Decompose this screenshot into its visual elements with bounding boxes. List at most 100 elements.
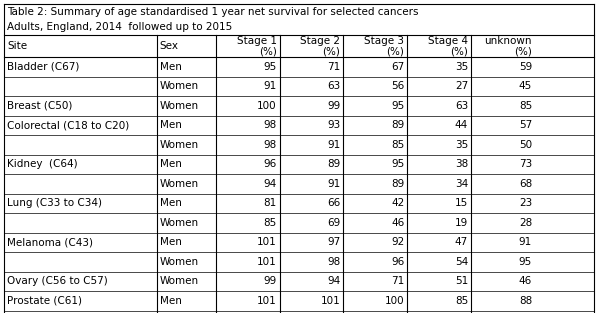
Text: Stage 1: Stage 1 bbox=[237, 36, 277, 46]
Text: Women: Women bbox=[160, 101, 199, 111]
Text: Women: Women bbox=[160, 257, 199, 267]
Text: 59: 59 bbox=[518, 62, 532, 72]
Text: 68: 68 bbox=[518, 179, 532, 189]
Text: 57: 57 bbox=[518, 120, 532, 130]
Text: 23: 23 bbox=[518, 198, 532, 208]
Text: 42: 42 bbox=[391, 198, 404, 208]
Text: 19: 19 bbox=[455, 218, 468, 228]
Text: 46: 46 bbox=[391, 218, 404, 228]
Text: 101: 101 bbox=[257, 296, 277, 306]
Text: Women: Women bbox=[160, 140, 199, 150]
Text: Breast (C50): Breast (C50) bbox=[7, 101, 72, 111]
Text: 51: 51 bbox=[455, 276, 468, 286]
Text: 50: 50 bbox=[519, 140, 532, 150]
Text: 101: 101 bbox=[321, 296, 340, 306]
Text: 44: 44 bbox=[455, 120, 468, 130]
Text: 89: 89 bbox=[327, 159, 340, 169]
Text: 89: 89 bbox=[391, 179, 404, 189]
Text: 73: 73 bbox=[518, 159, 532, 169]
Text: 91: 91 bbox=[327, 140, 340, 150]
Text: Melanoma (C43): Melanoma (C43) bbox=[7, 237, 93, 247]
Text: 96: 96 bbox=[263, 159, 277, 169]
Text: Adults, England, 2014  followed up to 2015: Adults, England, 2014 followed up to 201… bbox=[7, 22, 232, 32]
Text: 101: 101 bbox=[257, 237, 277, 247]
Text: 95: 95 bbox=[391, 159, 404, 169]
Text: 35: 35 bbox=[455, 62, 468, 72]
Text: 27: 27 bbox=[455, 81, 468, 91]
Text: Women: Women bbox=[160, 179, 199, 189]
Text: 63: 63 bbox=[327, 81, 340, 91]
Text: Table 2: Summary of age standardised 1 year net survival for selected cancers: Table 2: Summary of age standardised 1 y… bbox=[7, 7, 419, 17]
Text: Women: Women bbox=[160, 218, 199, 228]
Text: 97: 97 bbox=[327, 237, 340, 247]
Text: Site: Site bbox=[7, 41, 27, 51]
Text: 85: 85 bbox=[518, 101, 532, 111]
Text: 85: 85 bbox=[391, 140, 404, 150]
Text: 99: 99 bbox=[263, 276, 277, 286]
Text: 54: 54 bbox=[455, 257, 468, 267]
Text: 47: 47 bbox=[455, 237, 468, 247]
Text: 28: 28 bbox=[518, 218, 532, 228]
Text: 67: 67 bbox=[391, 62, 404, 72]
Text: 95: 95 bbox=[518, 257, 532, 267]
Text: 89: 89 bbox=[391, 120, 404, 130]
Text: 69: 69 bbox=[327, 218, 340, 228]
Text: 91: 91 bbox=[518, 237, 532, 247]
Text: (%): (%) bbox=[386, 46, 404, 56]
Text: 15: 15 bbox=[455, 198, 468, 208]
Text: Lung (C33 to C34): Lung (C33 to C34) bbox=[7, 198, 102, 208]
Text: Men: Men bbox=[160, 237, 181, 247]
Text: 100: 100 bbox=[385, 296, 404, 306]
Text: 91: 91 bbox=[327, 179, 340, 189]
Text: 71: 71 bbox=[391, 276, 404, 286]
Text: 46: 46 bbox=[518, 276, 532, 286]
Text: Stage 2: Stage 2 bbox=[300, 36, 340, 46]
Text: 98: 98 bbox=[327, 257, 340, 267]
Text: unknown: unknown bbox=[484, 36, 532, 46]
Text: Prostate (C61): Prostate (C61) bbox=[7, 296, 82, 306]
Text: Men: Men bbox=[160, 198, 181, 208]
Text: (%): (%) bbox=[450, 46, 468, 56]
Text: 95: 95 bbox=[391, 101, 404, 111]
Text: 45: 45 bbox=[518, 81, 532, 91]
Text: 71: 71 bbox=[327, 62, 340, 72]
Text: Bladder (C67): Bladder (C67) bbox=[7, 62, 80, 72]
Text: Kidney  (C64): Kidney (C64) bbox=[7, 159, 78, 169]
Text: 99: 99 bbox=[327, 101, 340, 111]
Text: 85: 85 bbox=[455, 296, 468, 306]
Text: 98: 98 bbox=[263, 140, 277, 150]
Text: Colorectal (C18 to C20): Colorectal (C18 to C20) bbox=[7, 120, 129, 130]
Text: Sex: Sex bbox=[160, 41, 179, 51]
Text: (%): (%) bbox=[514, 46, 532, 56]
Text: Stage 3: Stage 3 bbox=[364, 36, 404, 46]
Text: 38: 38 bbox=[455, 159, 468, 169]
Text: (%): (%) bbox=[322, 46, 340, 56]
Text: 35: 35 bbox=[455, 140, 468, 150]
Text: 98: 98 bbox=[263, 120, 277, 130]
Text: Men: Men bbox=[160, 62, 181, 72]
Text: 63: 63 bbox=[455, 101, 468, 111]
Text: Men: Men bbox=[160, 120, 181, 130]
Text: 96: 96 bbox=[391, 257, 404, 267]
Text: 100: 100 bbox=[257, 101, 277, 111]
Text: 34: 34 bbox=[455, 179, 468, 189]
Text: 92: 92 bbox=[391, 237, 404, 247]
Text: 95: 95 bbox=[263, 62, 277, 72]
Text: 93: 93 bbox=[327, 120, 340, 130]
Text: Men: Men bbox=[160, 159, 181, 169]
Text: 85: 85 bbox=[263, 218, 277, 228]
Text: 94: 94 bbox=[327, 276, 340, 286]
Text: 91: 91 bbox=[263, 81, 277, 91]
Text: 94: 94 bbox=[263, 179, 277, 189]
Text: Stage 4: Stage 4 bbox=[428, 36, 468, 46]
Text: Men: Men bbox=[160, 296, 181, 306]
Text: 66: 66 bbox=[327, 198, 340, 208]
Text: Ovary (C56 to C57): Ovary (C56 to C57) bbox=[7, 276, 108, 286]
Text: Women: Women bbox=[160, 276, 199, 286]
Text: 81: 81 bbox=[263, 198, 277, 208]
Text: Women: Women bbox=[160, 81, 199, 91]
Text: (%): (%) bbox=[259, 46, 277, 56]
Text: 56: 56 bbox=[391, 81, 404, 91]
Text: 101: 101 bbox=[257, 257, 277, 267]
Text: 88: 88 bbox=[518, 296, 532, 306]
